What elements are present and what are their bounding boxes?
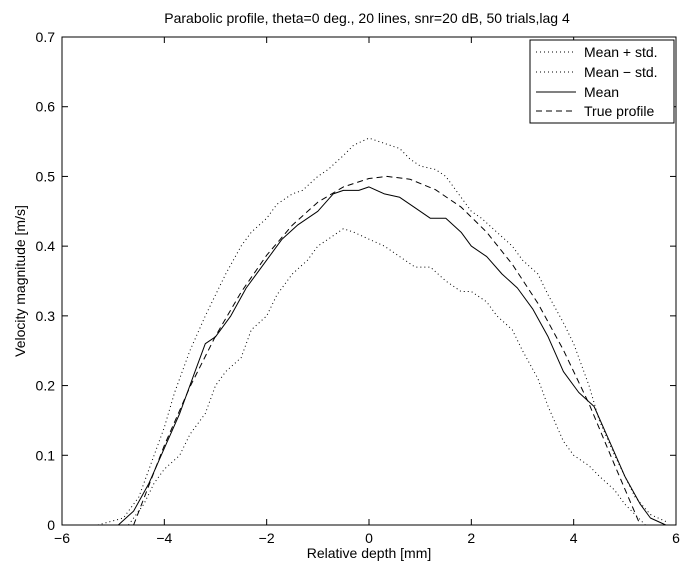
y-axis-label: Velocity magnitude [m/s] bbox=[12, 205, 28, 357]
y-axis-ticks: 0 0.1 0.2 0.3 0.4 0.5 0.6 0.7 bbox=[36, 29, 676, 533]
series-line-true-profile bbox=[133, 175, 641, 526]
legend-box bbox=[529, 39, 675, 124]
x-tick-label: 0 bbox=[365, 530, 373, 546]
x-axis-label: Relative depth [mm] bbox=[307, 545, 432, 561]
y-tick-label: 0.2 bbox=[36, 378, 56, 394]
y-tick-label: 0.1 bbox=[36, 447, 56, 463]
y-tick-label: 0.5 bbox=[36, 168, 56, 184]
y-tick-label: 0 bbox=[47, 517, 55, 533]
x-tick-label: 6 bbox=[672, 530, 680, 546]
y-tick-label: 0.3 bbox=[36, 308, 56, 324]
chart-title: Parabolic profile, theta=0 deg., 20 line… bbox=[164, 10, 570, 26]
legend-label-mean: Mean bbox=[584, 84, 619, 100]
y-tick-label: 0.4 bbox=[36, 238, 56, 254]
legend-label-mean-minus-std: Mean − std. bbox=[584, 64, 658, 80]
series-layer bbox=[97, 137, 667, 526]
legend-label-mean-plus-std: Mean + std. bbox=[584, 44, 658, 60]
legend: Mean + std. Mean − std. Mean True profil… bbox=[529, 39, 675, 124]
x-tick-label: −4 bbox=[156, 530, 172, 546]
x-tick-label: 2 bbox=[467, 530, 475, 546]
x-tick-label: −6 bbox=[54, 530, 70, 546]
y-tick-label: 0.7 bbox=[36, 29, 56, 45]
y-tick-label: 0.6 bbox=[36, 99, 56, 115]
series-line-mean-minus-std bbox=[128, 228, 646, 526]
legend-label-true-profile: True profile bbox=[584, 103, 655, 119]
x-axis-ticks: −6 −4 −2 0 2 4 6 bbox=[54, 37, 680, 546]
x-tick-label: −2 bbox=[259, 530, 275, 546]
series-line-mean-plus-std bbox=[97, 137, 667, 526]
x-tick-label: 4 bbox=[570, 530, 578, 546]
series-line-mean bbox=[117, 186, 667, 526]
